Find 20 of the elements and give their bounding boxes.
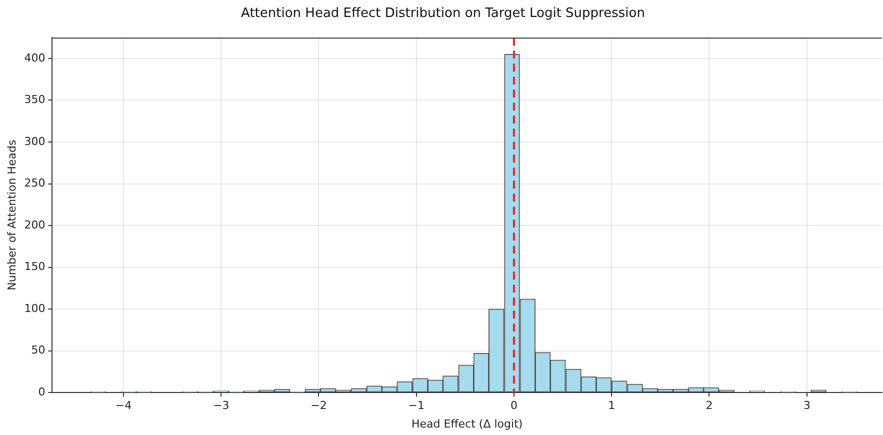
x-tick-label: −3 bbox=[212, 399, 230, 412]
x-tick-label: 2 bbox=[706, 399, 713, 412]
x-tick-label: 1 bbox=[608, 399, 616, 412]
x-tick-label: −1 bbox=[408, 399, 424, 412]
y-tick-label: 150 bbox=[24, 260, 46, 274]
y-tick-label: 350 bbox=[24, 93, 46, 106]
y-tick-label: 200 bbox=[24, 218, 46, 232]
chart-title: Attention Head Effect Distribution on Target Logit Suppression bbox=[241, 6, 645, 22]
y-tick-label: 400 bbox=[24, 51, 46, 64]
y-tick-label: 50 bbox=[31, 344, 46, 357]
x-tick-label: −2 bbox=[310, 399, 327, 412]
y-tick-label: 300 bbox=[24, 134, 46, 148]
x-axis-title: Head Effect (Δ logit) bbox=[412, 417, 523, 430]
y-tick-label: 0 bbox=[38, 385, 46, 398]
y-tick-label: 250 bbox=[24, 176, 46, 190]
y-tick-label: 100 bbox=[24, 302, 46, 315]
y-axis-title: Number of Attention Heads bbox=[5, 140, 18, 290]
x-tick-label: 0 bbox=[510, 399, 518, 412]
x-tick-label: −4 bbox=[115, 399, 132, 412]
x-tick-label: 3 bbox=[803, 399, 810, 412]
